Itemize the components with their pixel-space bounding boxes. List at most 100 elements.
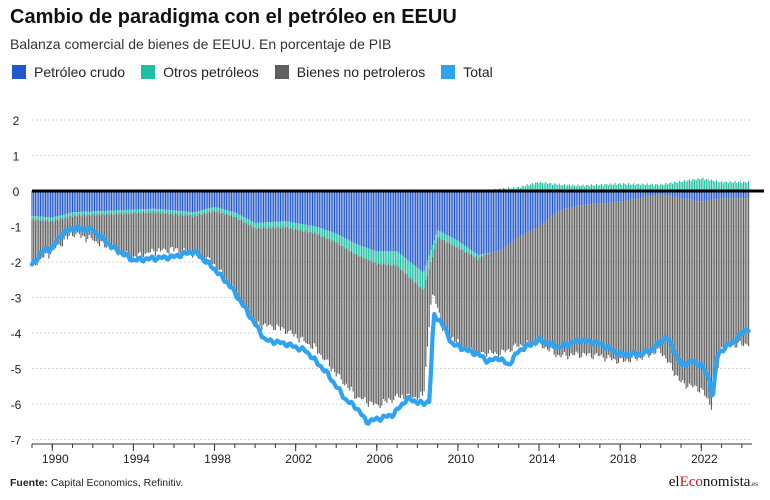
bar-other <box>546 184 549 191</box>
bar-crude <box>734 191 736 199</box>
bar-nonpetroleum <box>710 199 713 410</box>
bar-other <box>264 222 266 229</box>
bar-nonpetroleum <box>247 225 249 317</box>
bar-nonpetroleum <box>727 198 729 345</box>
bar-crude <box>154 191 156 209</box>
bar-other <box>685 181 687 191</box>
bar-crude <box>350 191 353 242</box>
bar-crude <box>247 191 249 220</box>
bar-crude <box>715 191 718 199</box>
bar-nonpetroleum <box>132 213 134 257</box>
bar-nonpetroleum <box>308 231 310 345</box>
bar-nonpetroleum <box>666 195 669 363</box>
bar-nonpetroleum <box>636 198 638 361</box>
bar-other <box>628 183 630 191</box>
bar-other <box>36 216 38 220</box>
bar-crude <box>254 191 256 223</box>
bar-crude <box>41 191 43 217</box>
bar-other <box>132 209 134 214</box>
bar-crude <box>727 191 729 199</box>
bar-nonpetroleum <box>188 215 190 251</box>
bar-other <box>51 217 53 221</box>
bar-other <box>39 216 42 222</box>
bar-crude <box>127 191 129 210</box>
bar-nonpetroleum <box>262 227 265 325</box>
bar-nonpetroleum <box>104 215 106 248</box>
bar-crude <box>521 191 523 236</box>
bar-nonpetroleum <box>190 214 192 253</box>
bar-crude <box>489 191 491 253</box>
bar-nonpetroleum <box>158 212 160 249</box>
bar-crude <box>590 191 593 205</box>
bar-nonpetroleum <box>83 214 85 237</box>
bar-crude <box>459 191 461 242</box>
bar-nonpetroleum <box>273 226 275 331</box>
bar-crude <box>678 191 680 198</box>
bar-nonpetroleum <box>335 243 337 377</box>
bar-nonpetroleum <box>570 207 572 354</box>
bar-other <box>631 184 633 191</box>
bar-nonpetroleum <box>540 225 542 343</box>
bar-crude <box>367 191 369 249</box>
bar-nonpetroleum <box>497 251 500 359</box>
bar-nonpetroleum <box>142 211 145 258</box>
legend-label-other: Otros petróleos <box>163 64 259 80</box>
bar-crude <box>675 191 677 198</box>
bar-nonpetroleum <box>229 216 231 288</box>
bar-crude <box>85 191 87 212</box>
bar-other <box>448 236 451 243</box>
bar-other <box>158 209 160 213</box>
bar-crude <box>455 191 457 240</box>
bar-crude <box>361 191 363 247</box>
bar-crude <box>639 191 642 199</box>
bar-crude <box>175 191 177 211</box>
bar-crude <box>418 191 420 270</box>
bar-nonpetroleum <box>607 202 609 355</box>
bar-other <box>531 183 533 191</box>
bar-crude <box>748 191 750 199</box>
bar-nonpetroleum <box>677 197 679 376</box>
bar-other <box>129 209 131 213</box>
bar-other <box>371 249 373 263</box>
bar-crude <box>142 191 145 210</box>
bar-crude <box>606 191 608 203</box>
brand-logo: elEconomista.es <box>669 474 758 491</box>
bar-crude <box>516 191 518 239</box>
bar-nonpetroleum <box>264 228 266 324</box>
bar-nonpetroleum <box>93 215 96 242</box>
bar-crude <box>403 191 405 257</box>
bar-nonpetroleum <box>437 237 439 308</box>
bar-other <box>161 209 163 213</box>
bar-other <box>639 185 642 191</box>
bar-nonpetroleum <box>222 212 224 276</box>
bar-crude <box>281 191 283 222</box>
bar-other <box>477 254 479 260</box>
bar-other <box>482 254 484 257</box>
bar-nonpetroleum <box>154 213 156 257</box>
bar-other <box>462 244 464 250</box>
bar-crude <box>486 191 488 254</box>
bar-other <box>697 178 699 191</box>
bar-crude <box>584 191 586 205</box>
legend-label-total: Total <box>463 64 493 80</box>
bar-crude <box>401 191 403 256</box>
bar-other <box>562 185 564 191</box>
bar-other <box>602 185 604 191</box>
bar-crude <box>318 191 320 228</box>
bar-nonpetroleum <box>470 253 473 348</box>
bar-other <box>320 228 322 237</box>
bar-other <box>567 184 569 191</box>
source-label: Fuente: <box>10 477 48 489</box>
bar-crude <box>173 191 175 211</box>
bar-other <box>345 238 347 249</box>
bar-other <box>398 252 400 267</box>
bar-nonpetroleum <box>48 221 50 259</box>
bar-nonpetroleum <box>732 198 734 345</box>
bar-crude <box>158 191 160 210</box>
bar-crude <box>416 191 418 268</box>
bar-crude <box>48 191 50 218</box>
bar-other <box>170 210 172 214</box>
bar-other <box>119 210 121 214</box>
bar-nonpetroleum <box>648 196 650 358</box>
bar-other <box>541 182 543 191</box>
